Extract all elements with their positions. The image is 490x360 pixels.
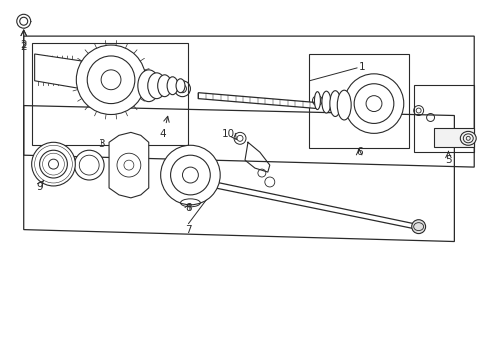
Circle shape — [40, 150, 68, 178]
Ellipse shape — [167, 77, 178, 95]
Circle shape — [171, 155, 210, 195]
Text: 6: 6 — [356, 147, 363, 157]
Text: 3: 3 — [98, 139, 104, 149]
Text: 7: 7 — [185, 225, 192, 235]
Ellipse shape — [322, 91, 331, 113]
Ellipse shape — [460, 131, 476, 145]
Ellipse shape — [337, 90, 351, 120]
Circle shape — [412, 220, 426, 234]
Circle shape — [32, 142, 75, 186]
Polygon shape — [434, 129, 474, 147]
Circle shape — [234, 132, 246, 144]
Ellipse shape — [148, 73, 166, 99]
Ellipse shape — [330, 91, 341, 117]
Text: 9: 9 — [36, 182, 43, 192]
Text: 4: 4 — [159, 129, 166, 139]
Circle shape — [76, 45, 146, 114]
Text: 2: 2 — [21, 40, 27, 50]
Circle shape — [344, 74, 404, 133]
Polygon shape — [215, 182, 418, 230]
Text: 10: 10 — [221, 129, 235, 139]
Ellipse shape — [138, 70, 160, 102]
Circle shape — [74, 150, 104, 180]
Text: 2: 2 — [21, 42, 27, 52]
Circle shape — [161, 145, 220, 205]
Polygon shape — [198, 93, 318, 109]
Text: 8: 8 — [185, 203, 192, 213]
Polygon shape — [35, 54, 81, 89]
Ellipse shape — [158, 75, 172, 96]
Text: 1: 1 — [359, 62, 366, 72]
Ellipse shape — [176, 79, 185, 93]
Polygon shape — [109, 132, 149, 198]
Ellipse shape — [315, 92, 320, 109]
Circle shape — [87, 56, 135, 104]
Text: 5: 5 — [445, 155, 452, 165]
Circle shape — [17, 14, 31, 28]
